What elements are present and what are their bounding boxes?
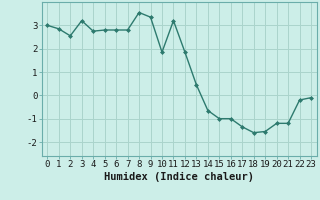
X-axis label: Humidex (Indice chaleur): Humidex (Indice chaleur) bbox=[104, 172, 254, 182]
